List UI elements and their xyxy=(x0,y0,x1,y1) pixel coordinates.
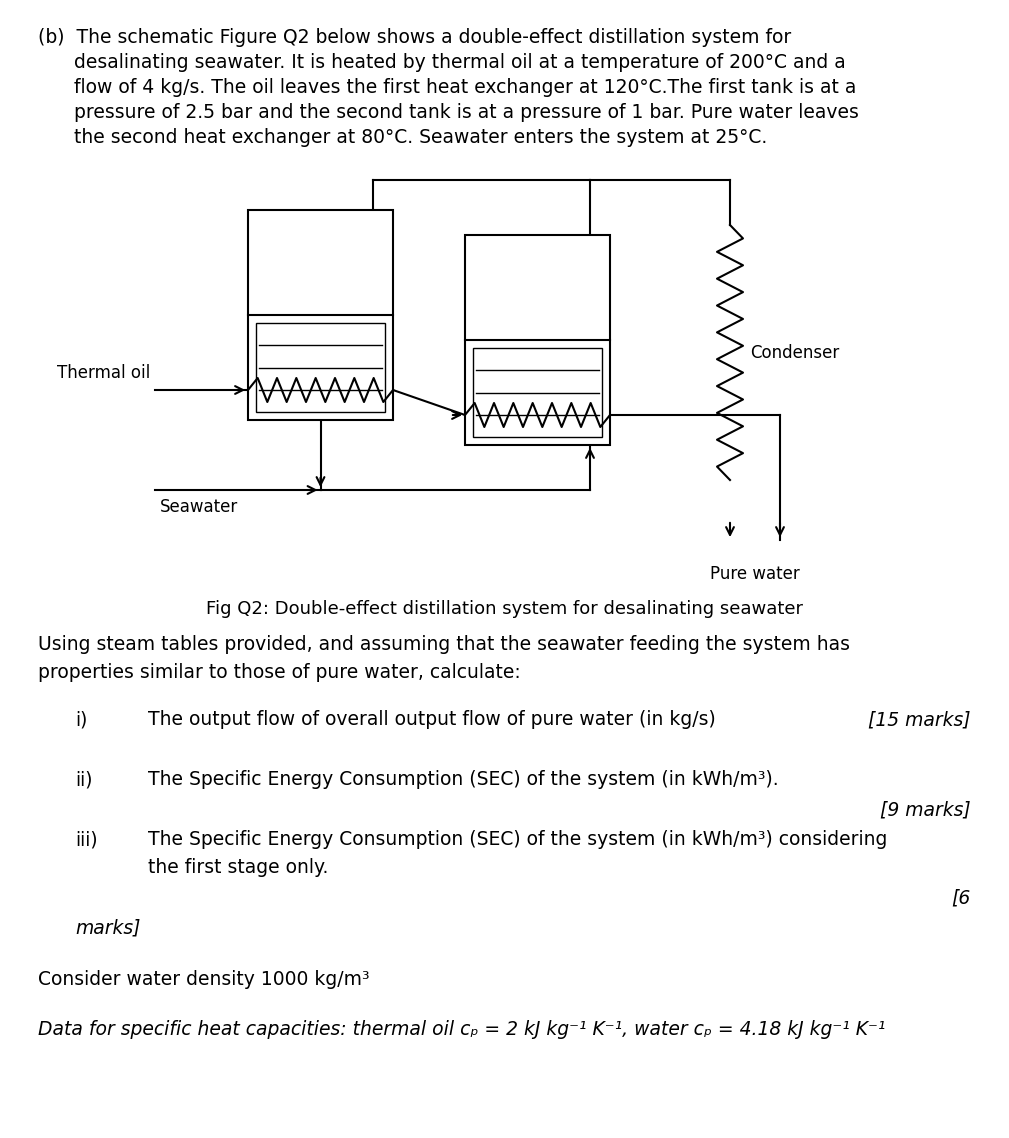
Text: [6: [6 xyxy=(951,888,971,907)
Text: iii): iii) xyxy=(75,830,98,849)
Text: Consider water density 1000 kg/m³: Consider water density 1000 kg/m³ xyxy=(38,970,369,989)
Bar xyxy=(465,236,610,445)
Text: pressure of 2.5 bar and the second tank is at a pressure of 1 bar. Pure water le: pressure of 2.5 bar and the second tank … xyxy=(38,104,859,122)
Text: the first stage only.: the first stage only. xyxy=(148,858,328,877)
Text: (b)  The schematic Figure Q2 below shows a double-effect distillation system for: (b) The schematic Figure Q2 below shows … xyxy=(38,28,791,47)
Text: marks]: marks] xyxy=(75,918,140,937)
Bar xyxy=(256,323,385,412)
Text: The output flow of overall output flow of pure water (in kg/s): The output flow of overall output flow o… xyxy=(148,710,715,729)
Text: Using steam tables provided, and assuming that the seawater feeding the system h: Using steam tables provided, and assumin… xyxy=(38,635,850,654)
Text: [9 marks]: [9 marks] xyxy=(880,800,971,819)
Text: Data for specific heat capacities: thermal oil cₚ = 2 kJ kg⁻¹ K⁻¹, water cₚ = 4.: Data for specific heat capacities: therm… xyxy=(38,1020,885,1039)
Text: i): i) xyxy=(75,710,88,729)
Text: the second heat exchanger at 80°C. Seawater enters the system at 25°C.: the second heat exchanger at 80°C. Seawa… xyxy=(38,127,767,147)
Text: Seawater: Seawater xyxy=(160,498,238,516)
Text: Thermal oil: Thermal oil xyxy=(57,364,150,382)
Text: [15 marks]: [15 marks] xyxy=(869,710,971,729)
Text: Fig Q2: Double-effect distillation system for desalinating seawater: Fig Q2: Double-effect distillation syste… xyxy=(206,600,802,618)
Bar xyxy=(248,211,393,420)
Text: The Specific Energy Consumption (SEC) of the system (in kWh/m³).: The Specific Energy Consumption (SEC) of… xyxy=(148,770,779,789)
Text: desalinating seawater. It is heated by thermal oil at a temperature of 200°C and: desalinating seawater. It is heated by t… xyxy=(38,53,846,72)
Text: Condenser: Condenser xyxy=(750,344,839,362)
Text: flow of 4 kg/s. The oil leaves the first heat exchanger at 120°C.The first tank : flow of 4 kg/s. The oil leaves the first… xyxy=(38,79,857,97)
Bar xyxy=(473,348,602,437)
Text: ii): ii) xyxy=(75,770,93,789)
Text: The Specific Energy Consumption (SEC) of the system (in kWh/m³) considering: The Specific Energy Consumption (SEC) of… xyxy=(148,830,887,849)
Text: properties similar to those of pure water, calculate:: properties similar to those of pure wate… xyxy=(38,663,521,682)
Text: Pure water: Pure water xyxy=(710,564,800,583)
